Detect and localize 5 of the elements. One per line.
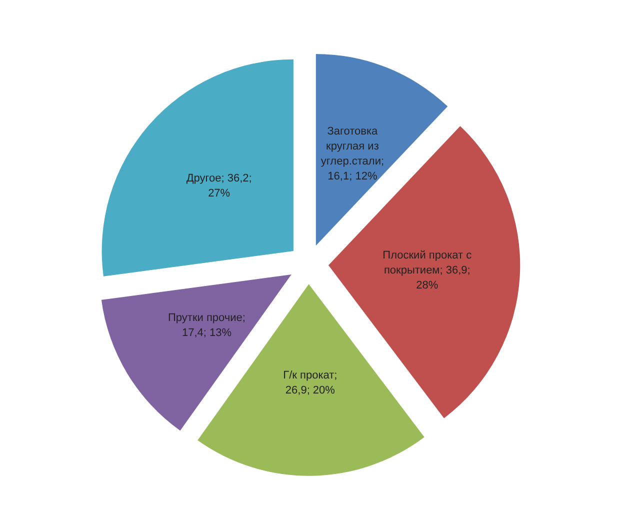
- slice-label: Заготовка круглая из углер.стали; 16,1; 12%: [320, 125, 384, 182]
- slice-label: Другое; 36,2; 27%: [186, 172, 252, 200]
- slice-label: Г/к прокат; 26,9; 20%: [283, 370, 338, 396]
- slice-label: Плоский прокат с покрытием; 36,9; 28%: [382, 250, 472, 292]
- slice-label: Прутки прочие; 17,4; 13%: [168, 312, 246, 340]
